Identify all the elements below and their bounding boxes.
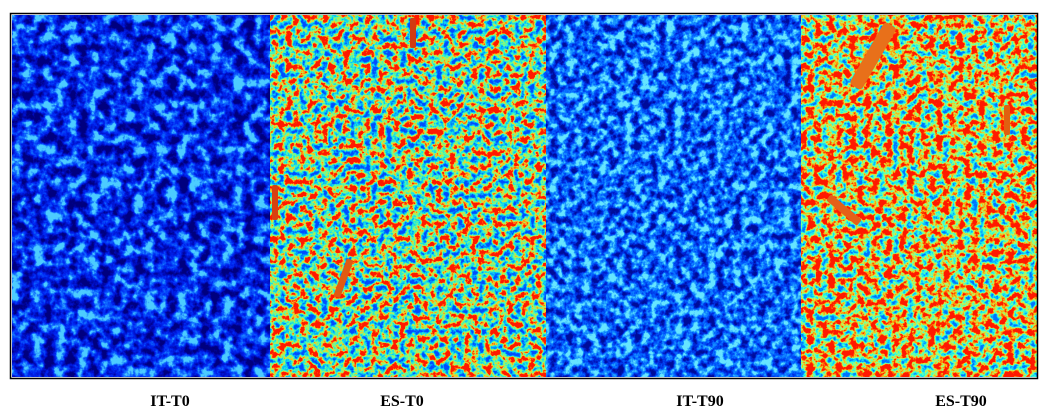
panel-label: IT-T90 xyxy=(676,393,723,410)
panel-label: ES-T90 xyxy=(935,393,987,410)
fibers xyxy=(272,18,1010,298)
fiber xyxy=(850,22,896,90)
image-panel xyxy=(270,15,546,377)
panel-label: IT-T0 xyxy=(150,393,189,410)
fiber xyxy=(272,185,278,220)
fiber xyxy=(333,258,354,298)
panel-label: ES-T0 xyxy=(380,393,424,410)
image-panel xyxy=(801,15,1037,377)
frame xyxy=(9,12,1039,380)
image-panel xyxy=(12,15,270,377)
fiber xyxy=(410,18,416,48)
fiber xyxy=(1004,105,1010,135)
image-panel xyxy=(546,15,801,377)
fiber xyxy=(826,194,862,226)
